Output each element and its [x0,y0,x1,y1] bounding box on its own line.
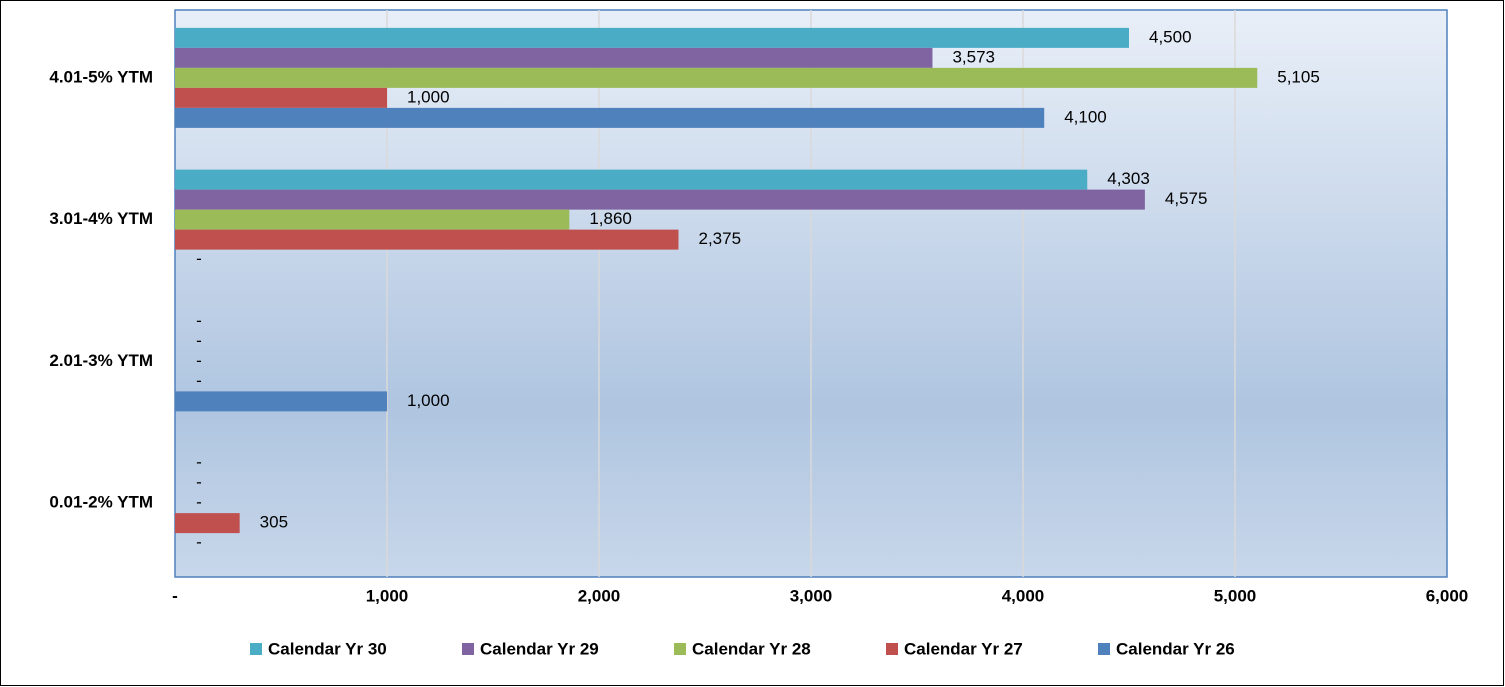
bar [175,229,679,250]
x-tick-label: - [172,586,178,605]
x-tick-label: 6,000 [1426,586,1469,605]
legend-label: Calendar Yr 26 [1116,639,1235,658]
data-label: 4,100 [1064,107,1107,126]
data-label: - [196,249,202,268]
data-label: 5,105 [1277,67,1320,86]
y-tick-label: 4.01-5% YTM [49,67,153,86]
data-label: - [196,453,202,472]
bar [175,87,387,108]
data-label: - [196,351,202,370]
y-tick-label: 3.01-4% YTM [49,209,153,228]
legend-swatch [250,643,262,655]
data-label: 4,575 [1165,189,1208,208]
bar [175,189,1145,210]
data-label: 1,860 [589,209,632,228]
data-label: 1,000 [407,87,450,106]
legend-swatch [462,643,474,655]
x-tick-label: 2,000 [578,586,621,605]
legend-swatch [886,643,898,655]
bar [175,209,570,230]
bar [175,107,1045,128]
data-label: 4,500 [1149,27,1192,46]
legend-swatch [674,643,686,655]
bar [175,169,1088,190]
data-label: - [196,493,202,512]
x-tick-label: 5,000 [1214,586,1257,605]
bar [175,513,240,534]
y-tick-label: 0.01-2% YTM [49,493,153,512]
y-tick-label: 2.01-3% YTM [49,351,153,370]
data-label: - [196,533,202,552]
data-label: - [196,331,202,350]
data-label: 4,303 [1107,169,1150,188]
bar [175,27,1129,48]
data-label: 2,375 [699,229,742,248]
legend-swatch [1098,643,1110,655]
data-label: - [196,371,202,390]
data-label: - [196,311,202,330]
data-label: - [196,473,202,492]
data-label: 3,573 [952,47,995,66]
legend-label: Calendar Yr 27 [904,639,1023,658]
legend-label: Calendar Yr 30 [268,639,387,658]
legend-label: Calendar Yr 29 [480,639,599,658]
bar [175,47,933,68]
x-tick-label: 1,000 [366,586,409,605]
data-label: 1,000 [407,391,450,410]
legend-label: Calendar Yr 28 [692,639,811,658]
x-tick-label: 4,000 [1002,586,1045,605]
bar [175,391,387,412]
x-tick-label: 3,000 [790,586,833,605]
bar [175,67,1258,88]
data-label: 305 [260,513,288,532]
